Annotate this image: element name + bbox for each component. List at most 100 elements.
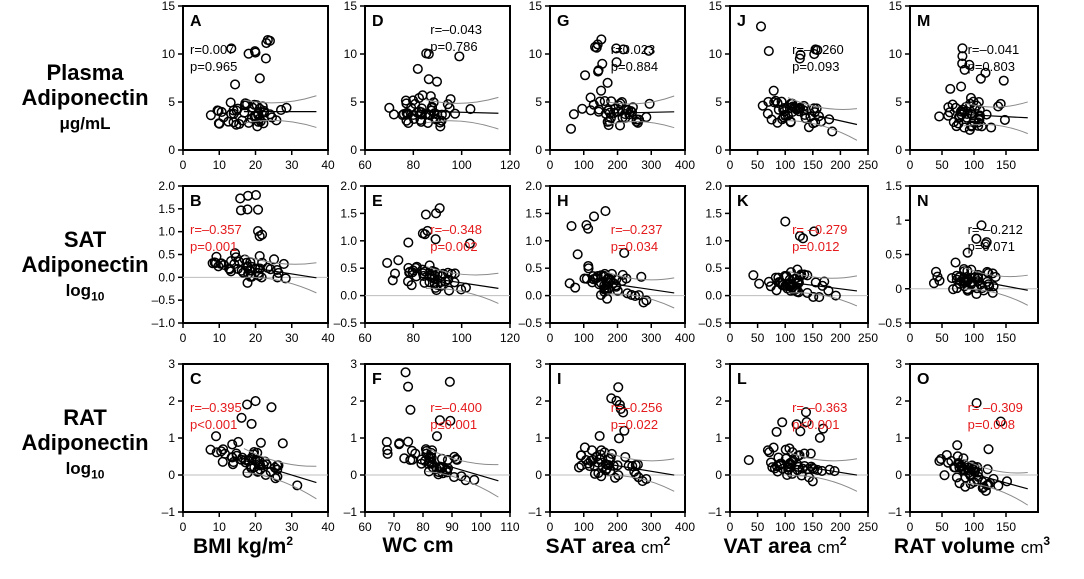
data-point [260, 53, 271, 64]
x-tick-label: 10 [213, 520, 227, 534]
ci-upper-band [963, 266, 1028, 278]
data-point [581, 220, 592, 231]
ci-lower-band [606, 120, 675, 129]
y-tick-label: –1 [162, 505, 176, 519]
ci-upper-band [243, 254, 317, 265]
y-tick-label: –1 [709, 505, 723, 519]
data-point [216, 258, 227, 269]
data-point [405, 404, 416, 415]
data-point [213, 261, 224, 272]
data-point [255, 437, 266, 448]
data-point [748, 270, 759, 281]
data-point [794, 231, 805, 242]
regression-line [963, 277, 1028, 291]
x-tick-label: 20 [249, 331, 263, 345]
regression-line [606, 463, 675, 476]
data-point [763, 276, 774, 287]
data-point [823, 285, 834, 296]
data-point [762, 445, 773, 456]
data-point [786, 456, 797, 467]
data-point [269, 462, 280, 473]
data-point [272, 471, 283, 482]
data-point [593, 66, 604, 77]
data-point [951, 472, 962, 483]
y-tick-label: 2 [168, 394, 175, 408]
data-point [630, 469, 642, 480]
data-point [583, 260, 594, 272]
data-point [403, 237, 414, 248]
data-point [442, 463, 454, 474]
col-label-wc: WC cm [382, 534, 454, 557]
data-point [971, 100, 982, 111]
data-point [579, 273, 590, 284]
panel-D: 60 80 100 120 0 5 10 15 D r=–0.043 p=0.786 [344, 0, 521, 172]
data-point [403, 117, 414, 128]
y-tick-label: –0.5 [334, 316, 358, 330]
data-point [952, 451, 963, 462]
data-point [384, 102, 395, 113]
data-point [773, 104, 784, 115]
data-point [999, 114, 1010, 125]
data-point [246, 418, 257, 429]
p-value: p≤0.001 [430, 417, 477, 432]
data-point [418, 270, 429, 282]
data-point [809, 48, 820, 60]
x-tick-label: 0 [180, 158, 187, 172]
data-point [234, 118, 245, 130]
data-point [638, 297, 649, 308]
regression-line [606, 282, 675, 294]
data-point [430, 234, 441, 245]
data-point [816, 465, 828, 476]
data-point [435, 121, 446, 132]
data-point [995, 98, 1006, 109]
x-tick-label: 200 [830, 331, 850, 345]
data-point [956, 106, 967, 117]
x-tick-label: 300 [641, 520, 661, 534]
x-tick-label: 300 [641, 158, 661, 172]
data-point [242, 399, 253, 410]
data-point [766, 114, 777, 125]
data-point [577, 103, 588, 114]
x-tick-label: 60 [358, 158, 372, 172]
panel-N: 0 50 100 150 –0.5 0 0.5 1 1.5 Nr= –0.212 p=0.071 [879, 179, 1039, 345]
y-tick-label: 0 [168, 143, 175, 157]
col-label-sat: SAT area cm2 [545, 534, 671, 558]
x-tick-label: 100 [574, 520, 594, 534]
data-point [205, 444, 216, 455]
data-point [800, 407, 812, 418]
panel-frame [729, 363, 869, 513]
r-value: r=–0.348 [430, 222, 482, 237]
data-point [600, 206, 611, 217]
r-value: r=–0.400 [430, 400, 482, 415]
data-point [782, 469, 793, 481]
row-label-sat: SAT Adiponectin log10 [21, 227, 149, 303]
ci-lower-band [425, 470, 499, 498]
x-tick-label: 250 [858, 158, 878, 172]
panel-letter: C [190, 371, 202, 388]
panel-letter: G [557, 13, 569, 30]
data-point [805, 448, 816, 459]
data-point [243, 48, 254, 59]
data-point [449, 471, 460, 483]
data-point [402, 108, 413, 119]
ci-lower-band [963, 482, 1029, 506]
data-point [389, 268, 401, 279]
data-point [964, 59, 975, 70]
x-tick-label: 100 [775, 331, 795, 345]
data-point [809, 226, 820, 237]
data-point [775, 458, 786, 469]
r-value: r= –0.212 [968, 222, 1023, 237]
data-point [599, 96, 610, 107]
data-point [211, 251, 222, 262]
y-tick-label: 0 [350, 468, 357, 482]
data-point [281, 102, 292, 113]
x-tick-label: 0 [180, 331, 187, 345]
data-point [424, 270, 435, 281]
r-value: r=–0.256 [611, 400, 663, 415]
y-tick-label: 0.0 [705, 289, 722, 303]
data-point [576, 450, 587, 461]
r-value: r= –0.279 [792, 222, 847, 237]
data-point [930, 266, 942, 277]
x-tick-label: 150 [803, 158, 823, 172]
ci-lower-band [787, 292, 858, 307]
